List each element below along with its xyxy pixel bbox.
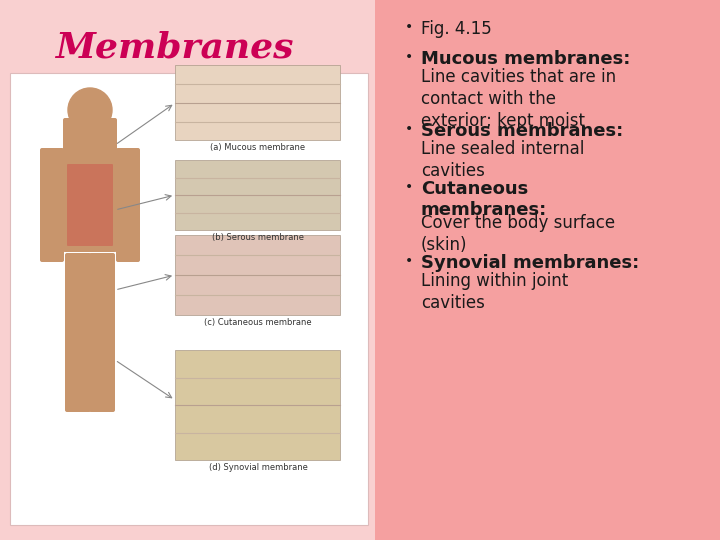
FancyBboxPatch shape (175, 350, 340, 460)
FancyBboxPatch shape (116, 148, 140, 262)
Text: •: • (405, 180, 413, 194)
Text: Serous membranes:: Serous membranes: (421, 122, 624, 140)
FancyBboxPatch shape (0, 0, 375, 540)
Text: Line sealed internal
cavities: Line sealed internal cavities (421, 140, 585, 180)
Text: Mucous membranes:: Mucous membranes: (421, 50, 631, 68)
Text: (a) Mucous membrane: (a) Mucous membrane (210, 143, 305, 152)
Text: •: • (405, 20, 413, 34)
FancyBboxPatch shape (10, 73, 368, 525)
FancyBboxPatch shape (40, 148, 64, 262)
Text: Line cavities that are in
contact with the
exterior; kept moist: Line cavities that are in contact with t… (421, 68, 616, 130)
FancyBboxPatch shape (175, 235, 340, 315)
Text: (b) Serous membrane: (b) Serous membrane (212, 233, 304, 242)
Circle shape (68, 88, 112, 132)
Text: Membranes: Membranes (55, 30, 294, 64)
FancyBboxPatch shape (63, 118, 117, 252)
Text: Synovial membranes:: Synovial membranes: (421, 254, 639, 272)
Text: Cover the body surface
(skin): Cover the body surface (skin) (421, 214, 615, 254)
Text: Fig. 4.15: Fig. 4.15 (421, 20, 492, 38)
Text: (d) Synovial membrane: (d) Synovial membrane (209, 463, 307, 472)
Text: Lining within joint
cavities: Lining within joint cavities (421, 272, 568, 312)
FancyBboxPatch shape (175, 160, 340, 230)
FancyBboxPatch shape (175, 65, 340, 140)
Text: Cutaneous
membranes:: Cutaneous membranes: (421, 180, 547, 219)
FancyBboxPatch shape (67, 164, 113, 246)
Text: •: • (405, 254, 413, 268)
FancyBboxPatch shape (89, 253, 115, 412)
Text: (c) Cutaneous membrane: (c) Cutaneous membrane (204, 318, 312, 327)
Text: •: • (405, 122, 413, 136)
Text: •: • (405, 50, 413, 64)
FancyBboxPatch shape (65, 253, 91, 412)
